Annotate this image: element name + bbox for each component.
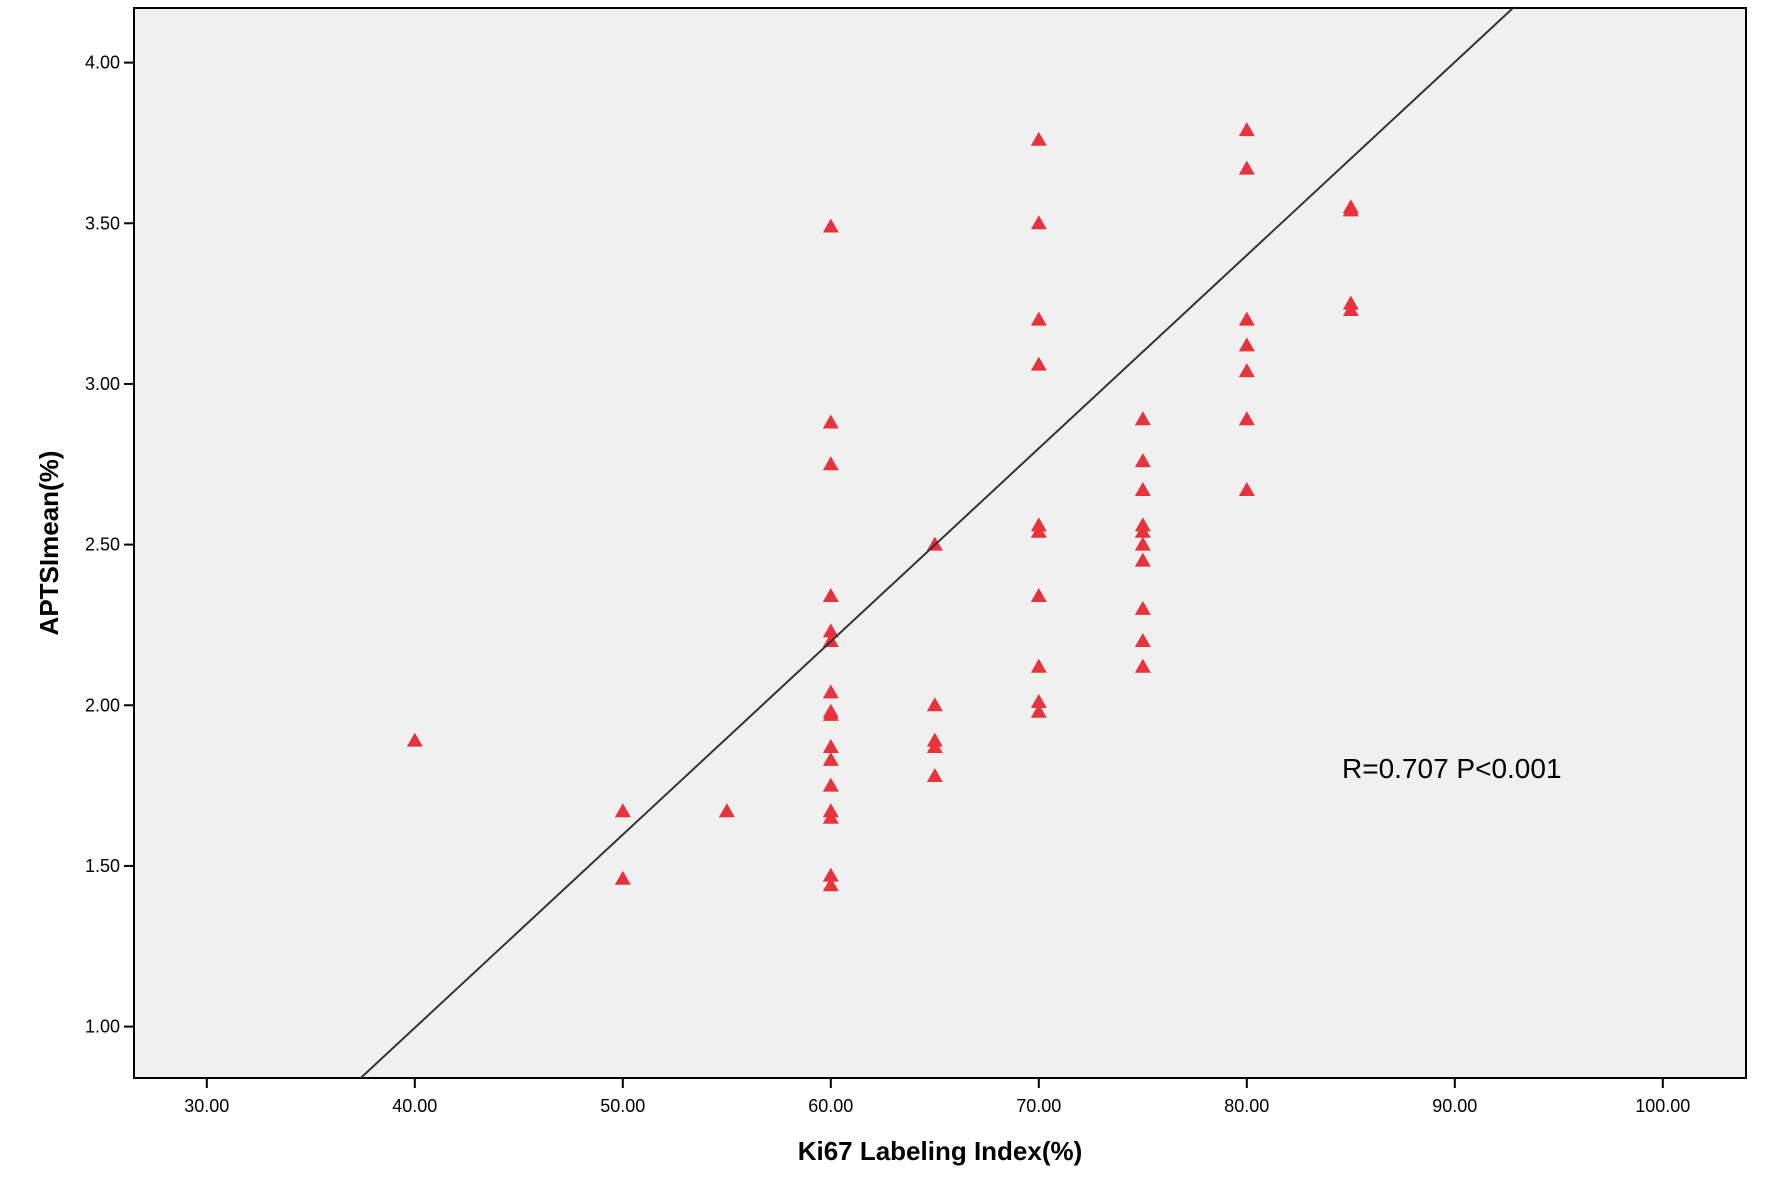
data-point [1030, 658, 1047, 673]
y-tick-label: 3.50 [85, 213, 120, 233]
plot-area [133, 7, 1747, 1079]
data-point [822, 751, 839, 766]
data-point [822, 877, 839, 892]
data-point [1134, 536, 1151, 551]
data-point [822, 633, 839, 648]
y-tick-label: 3.00 [85, 374, 120, 394]
data-point [822, 623, 839, 638]
data-point [1030, 523, 1047, 538]
data-point [822, 684, 839, 699]
x-tick-label: 80.00 [1224, 1096, 1269, 1116]
data-point [1134, 481, 1151, 496]
data-point [1134, 552, 1151, 567]
data-point [822, 414, 839, 429]
regression-line [360, 7, 1514, 1079]
data-point [1030, 215, 1047, 230]
y-tick-label: 2.50 [85, 535, 120, 555]
data-point [822, 739, 839, 754]
x-tick-label: 50.00 [600, 1096, 645, 1116]
x-tick-label: 70.00 [1016, 1096, 1061, 1116]
data-point [926, 767, 943, 782]
data-point [822, 588, 839, 603]
data-point [1030, 694, 1047, 709]
data-point [1030, 311, 1047, 326]
data-point [1030, 356, 1047, 371]
y-tick-label: 1.50 [85, 856, 120, 876]
data-point [822, 456, 839, 471]
data-point [1134, 411, 1151, 426]
data-point [926, 697, 943, 712]
data-point [1342, 302, 1359, 317]
data-point [822, 867, 839, 882]
data-point [614, 870, 631, 885]
data-point [1134, 453, 1151, 468]
x-axis: 30.00 40.00 50.00 60.00 70.00 80.00 90.00 100.0… [184, 1078, 1690, 1116]
x-tick-label: 90.00 [1432, 1096, 1477, 1116]
data-point [1238, 337, 1255, 352]
data-point [1134, 600, 1151, 615]
correlation-annotation: R=0.707 P<0.001 [1342, 753, 1562, 784]
x-tick-label: 40.00 [392, 1096, 437, 1116]
data-point [1134, 658, 1151, 673]
data-point [1238, 122, 1255, 137]
y-tick-label: 1.00 [85, 1017, 120, 1037]
data-points [406, 122, 1359, 892]
y-axis: 1.00 1.50 2.00 2.50 3.00 3.50 4.00 [85, 53, 134, 1037]
data-point [1030, 131, 1047, 146]
y-tick-label: 2.00 [85, 695, 120, 715]
data-point [1030, 588, 1047, 603]
data-point [822, 809, 839, 824]
y-tick-label: 4.00 [85, 53, 120, 73]
data-point [1238, 160, 1255, 175]
data-point [822, 777, 839, 792]
y-axis-title: APTSImean(%) [34, 451, 64, 636]
data-point [1134, 523, 1151, 538]
data-point [1238, 481, 1255, 496]
data-point [1134, 633, 1151, 648]
data-point [718, 803, 735, 818]
data-point [822, 218, 839, 233]
data-point [614, 803, 631, 818]
data-point [1238, 411, 1255, 426]
data-point [1238, 311, 1255, 326]
data-point [406, 732, 423, 747]
data-point [1342, 202, 1359, 217]
x-tick-label: 60.00 [808, 1096, 853, 1116]
x-axis-title: Ki67 Labeling Index(%) [798, 1136, 1083, 1166]
data-point [1238, 363, 1255, 378]
data-point [1030, 703, 1047, 718]
data-point [926, 739, 943, 754]
data-point [822, 706, 839, 721]
x-tick-label: 100.00 [1635, 1096, 1690, 1116]
x-tick-label: 30.00 [184, 1096, 229, 1116]
